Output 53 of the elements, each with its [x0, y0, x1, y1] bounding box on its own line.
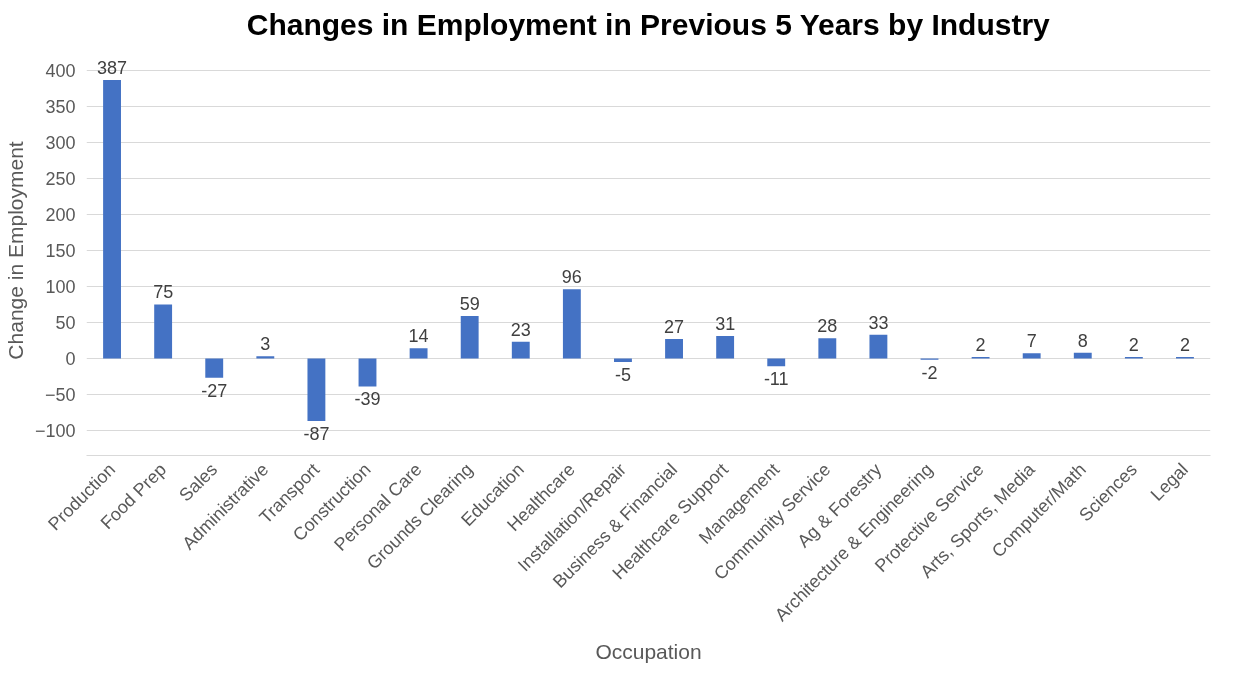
bar [358, 358, 377, 387]
x-axis-title: Occupation [595, 640, 702, 664]
chart-title: Changes in Employment in Previous 5 Years by Industry [246, 7, 1051, 41]
data-label: -11 [763, 369, 789, 390]
data-label: 75 [153, 282, 174, 303]
bar [511, 341, 530, 359]
data-label: 14 [408, 326, 429, 347]
data-label: 27 [664, 316, 685, 337]
bar [562, 289, 581, 359]
data-label: 33 [868, 312, 889, 333]
data-label: -39 [354, 389, 381, 410]
bar [869, 334, 888, 359]
data-label: 3 [260, 334, 271, 355]
y-tick-label: 200 [45, 205, 76, 226]
bar [716, 336, 735, 359]
y-tick-label: 100 [45, 276, 76, 297]
data-label: -2 [921, 362, 938, 383]
y-tick-label: 250 [45, 169, 76, 190]
data-label: 2 [975, 334, 986, 355]
y-axis-title: Change in Employment [3, 141, 27, 360]
bar [818, 338, 837, 359]
bar [205, 358, 224, 378]
y-tick-label: 50 [55, 312, 76, 333]
y-tick-label: 400 [45, 61, 76, 82]
data-label: -5 [614, 364, 631, 385]
data-label: 23 [510, 319, 531, 340]
data-label: 7 [1026, 331, 1037, 352]
y-tick-label: −100 [34, 420, 76, 441]
bar [1022, 353, 1041, 359]
bar [103, 80, 121, 359]
data-label: 2 [1179, 334, 1190, 355]
data-label: 96 [561, 267, 582, 288]
data-label: 8 [1077, 330, 1088, 351]
y-tick-label: 0 [65, 348, 76, 369]
bar [460, 315, 479, 359]
bar [665, 338, 683, 359]
y-tick-label: −50 [44, 384, 76, 405]
bar [767, 358, 786, 367]
y-tick-label: 300 [45, 133, 76, 154]
data-label: -27 [201, 380, 228, 401]
bar [614, 358, 632, 362]
y-tick-label: 350 [45, 97, 76, 118]
y-tick-label: 150 [45, 241, 76, 261]
bar [409, 348, 428, 359]
data-label: 28 [817, 316, 838, 337]
data-label: 59 [459, 293, 480, 314]
bar [307, 358, 326, 421]
data-label: 2 [1128, 334, 1139, 355]
data-label: 387 [97, 58, 128, 79]
bar [154, 304, 173, 359]
data-label: -87 [303, 423, 330, 444]
bar [256, 356, 275, 359]
data-label: 31 [715, 314, 736, 335]
